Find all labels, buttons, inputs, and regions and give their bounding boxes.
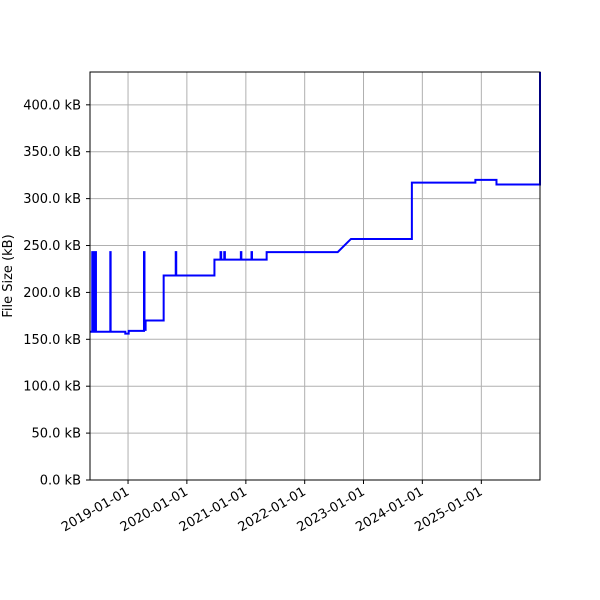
y-tick-label: 0.0 kB xyxy=(40,474,81,489)
y-tick-label: 100.0 kB xyxy=(23,380,81,395)
y-tick-label: 300.0 kB xyxy=(23,192,81,207)
plot-frame xyxy=(89,71,541,481)
y-axis-ticks: 0.0 kB 50.0 kB 100.0 kB 150.0 kB 200.0 kB 250… xyxy=(23,98,90,489)
y-tick-label: 350.0 kB xyxy=(23,145,81,160)
y-tick-label: 200.0 kB xyxy=(23,286,81,301)
y-tick-label: 250.0 kB xyxy=(23,239,81,254)
y-tick-label: 50.0 kB xyxy=(31,427,81,442)
y-tick-label: 150.0 kB xyxy=(23,333,81,348)
y-tick-label: 400.0 kB xyxy=(23,98,81,113)
y-axis-label: File Size (kB) xyxy=(1,234,16,317)
series-line-0 xyxy=(90,72,541,335)
series-layer xyxy=(90,72,541,335)
